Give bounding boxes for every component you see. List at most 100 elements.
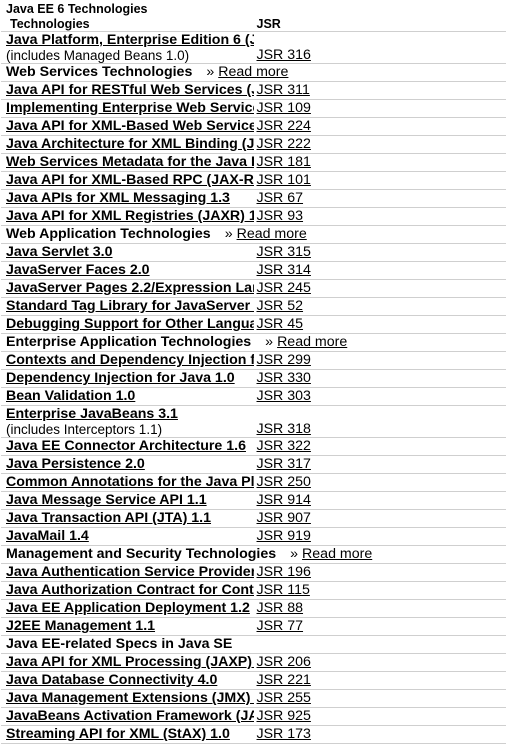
spec-link[interactable]: Java API for XML Processing (JAXP) 1.3	[6, 654, 254, 670]
jsr-link[interactable]: JSR 303	[256, 388, 311, 404]
jsr-link[interactable]: JSR 173	[256, 726, 311, 742]
jsr-link[interactable]: JSR 93	[256, 208, 304, 224]
jsr-link[interactable]: JSR 914	[256, 492, 311, 508]
spec-link[interactable]: Contexts and Dependency Injection for Ja…	[6, 352, 254, 368]
spec-link[interactable]: Java API for RESTful Web Services (JAX-R…	[6, 82, 254, 98]
spec-link[interactable]: Java Management Extensions (JMX) 2.0	[6, 690, 254, 706]
section-title: Java EE-related Specs in Java SE	[6, 636, 233, 652]
jsr-link[interactable]: JSR 245	[256, 280, 311, 296]
spec-link[interactable]: Implementing Enterprise Web Services 1.3	[6, 100, 254, 116]
spec-link[interactable]: Common Annotations for the Java Platform…	[6, 474, 254, 490]
spec-name-cell: Bean Validation 1.0	[1, 387, 254, 406]
spec-link[interactable]: Java APIs for XML Messaging 1.3	[6, 190, 230, 206]
spec-link[interactable]: Java Authentication Service Provider Int…	[6, 564, 254, 580]
read-more-arrow-icon: »	[224, 226, 233, 242]
read-more-link[interactable]: Read more	[277, 334, 348, 350]
jsr-link[interactable]: JSR 330	[256, 370, 311, 386]
spec-row: Java Servlet 3.0 JSR 315	[1, 243, 506, 262]
spec-link[interactable]: Enterprise JavaBeans 3.1	[6, 406, 178, 422]
read-more-link[interactable]: Read more	[236, 226, 307, 242]
jsr-cell: JSR 88	[253, 599, 506, 618]
jsr-link[interactable]: JSR 196	[256, 564, 311, 580]
technologies-column-header: Technologies	[1, 17, 254, 32]
jsr-link[interactable]: JSR 925	[256, 708, 311, 724]
jsr-link[interactable]: JSR 222	[256, 136, 311, 152]
spec-link[interactable]: Bean Validation 1.0	[6, 388, 136, 404]
spec-link[interactable]: Java Database Connectivity 4.0	[6, 672, 218, 688]
read-more-link[interactable]: Read more	[218, 64, 289, 80]
jsr-column-header: JSR	[253, 17, 506, 32]
jsr-cell: JSR 311	[253, 81, 506, 100]
jsr-cell: JSR 303	[253, 387, 506, 406]
jsr-link[interactable]: JSR 299	[256, 352, 311, 368]
spec-link[interactable]: Debugging Support for Other Languages 1.…	[6, 316, 254, 332]
jsr-link[interactable]: JSR 109	[256, 100, 311, 116]
spec-link[interactable]: Java Architecture for XML Binding (JAXB)…	[6, 136, 254, 152]
spec-link[interactable]: Streaming API for XML (StAX) 1.0	[6, 726, 230, 742]
spec-row: Streaming API for XML (StAX) 1.0 JSR 173	[1, 725, 506, 744]
jsr-cell: JSR 224	[253, 117, 506, 136]
spec-link[interactable]: Java EE Application Deployment 1.2	[6, 600, 250, 616]
spec-name-cell: Java Servlet 3.0	[1, 243, 254, 262]
spec-link[interactable]: Java EE Connector Architecture 1.6	[6, 438, 246, 454]
spec-link[interactable]: Web Services Metadata for the Java Platf…	[6, 154, 254, 170]
spec-link[interactable]: Java Authorization Contract for Containe…	[6, 582, 254, 598]
jsr-link[interactable]: JSR 315	[256, 244, 311, 260]
jsr-link[interactable]: JSR 206	[256, 654, 311, 670]
spec-link[interactable]: JavaServer Pages 2.2/Expression Language…	[6, 280, 254, 296]
spec-link[interactable]: JavaMail 1.4	[6, 528, 89, 544]
jsr-cell: JSR 221	[253, 671, 506, 690]
jsr-link[interactable]: JSR 224	[256, 118, 311, 134]
jsr-link[interactable]: JSR 919	[256, 528, 311, 544]
jsr-link[interactable]: JSR 311	[256, 82, 310, 98]
jsr-cell: JSR 77	[253, 617, 506, 636]
jsr-link[interactable]: JSR 67	[256, 190, 304, 206]
jsr-link[interactable]: JSR 250	[256, 474, 311, 490]
jsr-link[interactable]: JSR 314	[256, 262, 311, 278]
spec-link[interactable]: J2EE Management 1.1	[6, 618, 156, 634]
jsr-link[interactable]: JSR 77	[256, 618, 304, 634]
jsr-link[interactable]: JSR 101	[256, 172, 311, 188]
section-title: Enterprise Application Technologies	[6, 334, 252, 350]
spec-name-cell: Java EE Application Deployment 1.2	[1, 599, 254, 618]
spec-row: Java API for XML Processing (JAXP) 1.3 JS…	[1, 653, 506, 672]
section-header: Management and Security Technologies » Rea…	[1, 545, 506, 564]
spec-link[interactable]: Java API for XML-Based RPC (JAX-RPC) 1.1	[6, 172, 254, 188]
spec-row: Java Authorization Contract for Containe…	[1, 581, 506, 600]
jsr-link[interactable]: JSR 255	[256, 690, 311, 706]
jsr-link[interactable]: JSR 88	[256, 600, 304, 616]
spec-row: JavaMail 1.4 JSR 919	[1, 527, 506, 546]
read-more-arrow-icon: »	[206, 64, 215, 80]
jsr-cell: JSR 206	[253, 653, 506, 672]
spec-link[interactable]: JavaServer Faces 2.0	[6, 262, 150, 278]
jsr-cell: JSR 93	[253, 207, 506, 226]
spec-row: Implementing Enterprise Web Services 1.3…	[1, 99, 506, 118]
read-more-link[interactable]: Read more	[302, 546, 373, 562]
jsr-link[interactable]: JSR 45	[256, 316, 304, 332]
spec-name-cell: Java Message Service API 1.1	[1, 491, 254, 510]
spec-link[interactable]: Java API for XML Registries (JAXR) 1.0	[6, 208, 254, 224]
jsr-link[interactable]: JSR 318	[256, 421, 311, 437]
jsr-link[interactable]: JSR 317	[256, 456, 311, 472]
spec-link[interactable]: Java Persistence 2.0	[6, 456, 145, 472]
jsr-link[interactable]: JSR 907	[256, 510, 311, 526]
spec-row: Java Management Extensions (JMX) 2.0 JSR …	[1, 689, 506, 708]
jsr-cell: JSR 907	[253, 509, 506, 528]
jsr-cell: JSR 181	[253, 153, 506, 172]
jsr-link[interactable]: JSR 52	[256, 298, 304, 314]
spec-row: Dependency Injection for Java 1.0 JSR 330	[1, 369, 506, 388]
spec-link[interactable]: Java API for XML-Based Web Services (JAX…	[6, 118, 254, 134]
jsr-link[interactable]: JSR 115	[256, 582, 310, 598]
spec-link[interactable]: Dependency Injection for Java 1.0	[6, 370, 235, 386]
jsr-link[interactable]: JSR 322	[256, 438, 311, 454]
spec-link[interactable]: Java Servlet 3.0	[6, 244, 113, 260]
spec-link[interactable]: JavaBeans Activation Framework (JAF) 1.1	[6, 708, 254, 724]
jsr-link[interactable]: JSR 316	[256, 47, 311, 63]
spec-link[interactable]: Standard Tag Library for JavaServer Page…	[6, 298, 254, 314]
jsr-link[interactable]: JSR 181	[256, 154, 311, 170]
jsr-link[interactable]: JSR 221	[256, 672, 311, 688]
spec-link[interactable]: Java Transaction API (JTA) 1.1	[6, 510, 212, 526]
jsr-cell: JSR 109	[253, 99, 506, 118]
spec-link[interactable]: Java Platform, Enterprise Edition 6 (Jav…	[6, 32, 254, 48]
spec-link[interactable]: Java Message Service API 1.1	[6, 492, 207, 508]
